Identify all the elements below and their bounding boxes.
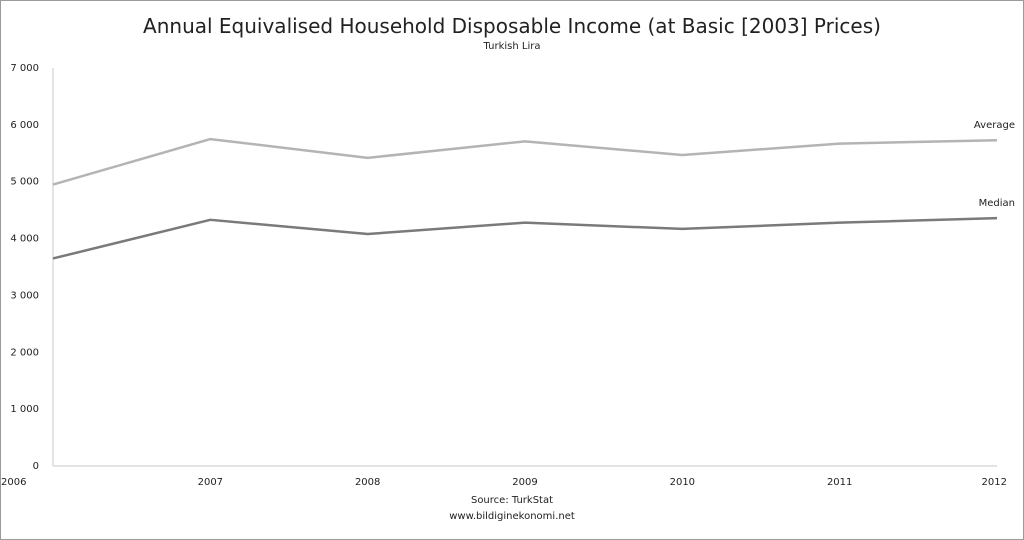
- series-line-median: [52, 216, 998, 260]
- chart-subtitle: Turkish Lira: [483, 41, 541, 52]
- series-label-median: Median: [979, 198, 1015, 209]
- y-tick-label: 1 000: [10, 404, 39, 415]
- y-tick-label: 0: [33, 461, 39, 472]
- y-tick-label: 4 000: [10, 234, 39, 245]
- y-tick-label: 5 000: [10, 177, 39, 188]
- y-tick-label: 2 000: [10, 347, 39, 358]
- website-label: www.bildiginekonomi.net: [449, 511, 575, 522]
- x-tick-labels: 2006 2007 2008 2009 2010 2011 2012: [1, 477, 1007, 488]
- y-tick-label: 7 000: [10, 63, 39, 74]
- source-label: Source: TurkStat: [471, 495, 553, 506]
- x-tick-label: 2010: [670, 477, 695, 488]
- series-label-average: Average: [974, 120, 1015, 131]
- chart-title: Annual Equivalised Household Disposable …: [143, 14, 881, 38]
- series-labels: Average Median: [974, 120, 1015, 209]
- y-tick-labels: 0 1 000 2 000 3 000 4 000 5 000 6 000 7 000: [10, 63, 39, 472]
- x-tick-label: 2011: [827, 477, 852, 488]
- series-lines: [52, 137, 998, 260]
- x-tick-label: 2006: [1, 477, 26, 488]
- y-tick-label: 3 000: [10, 290, 39, 301]
- x-tick-label: 2007: [198, 477, 223, 488]
- x-tick-label: 2009: [512, 477, 537, 488]
- x-tick-label: 2008: [355, 477, 380, 488]
- x-tick-label: 2012: [982, 477, 1007, 488]
- series-line-average: [52, 137, 998, 186]
- y-tick-label: 6 000: [10, 120, 39, 131]
